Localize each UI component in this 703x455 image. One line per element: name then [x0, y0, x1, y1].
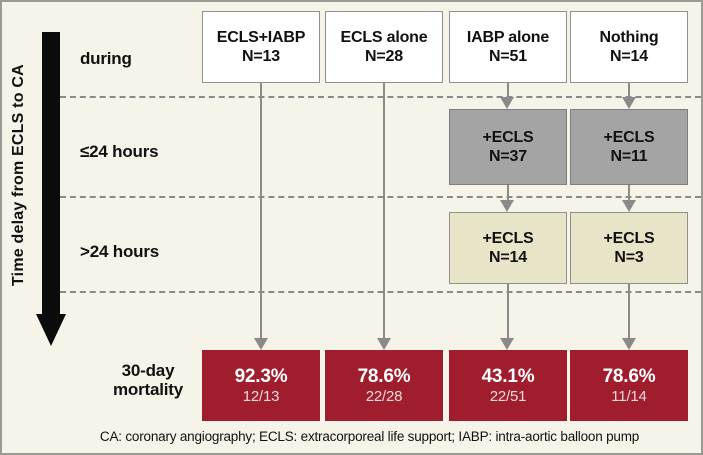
mortality-fraction: 22/28 — [365, 387, 403, 405]
mortality-fraction: 12/13 — [242, 387, 280, 405]
arrowhead-icon — [254, 338, 268, 350]
early-box-label: +ECLS — [603, 129, 655, 146]
mortality-percent: 92.3% — [234, 365, 288, 387]
mortality-box-ecls-iabp: 92.3% 12/13 — [202, 350, 320, 421]
row-label-30-day-mortality: 30-day mortality — [100, 361, 196, 399]
connector-line — [628, 284, 630, 339]
connector-line — [507, 83, 509, 99]
connector-line — [260, 83, 262, 339]
group-box-n: N=13 — [242, 48, 280, 65]
mortality-percent: 78.6% — [357, 365, 411, 387]
group-box-n: N=51 — [489, 48, 527, 65]
late-box-n: N=3 — [614, 249, 644, 266]
arrowhead-icon — [500, 97, 514, 109]
mortality-label-line2: mortality — [113, 380, 183, 399]
group-box-label: ECLS alone — [340, 29, 428, 46]
late-ecls-box-iabp-alone: +ECLS N=14 — [449, 212, 567, 284]
arrowhead-icon — [500, 338, 514, 350]
arrowhead-icon — [622, 200, 636, 212]
arrowhead-icon — [622, 97, 636, 109]
mortality-fraction: 22/51 — [489, 387, 527, 405]
connector-line — [383, 83, 385, 339]
arrowhead-icon — [500, 200, 514, 212]
early-ecls-box-nothing: +ECLS N=11 — [570, 109, 688, 185]
time-axis-label: Time delay from ECLS to CA — [10, 64, 27, 286]
arrowhead-icon — [622, 338, 636, 350]
early-box-n: N=11 — [610, 148, 648, 165]
arrowhead-icon — [377, 338, 391, 350]
mortality-fraction: 11/14 — [611, 387, 647, 405]
group-box-ecls-alone: ECLS alone N=28 — [325, 11, 443, 83]
time-arrow-down-icon — [36, 314, 66, 346]
mortality-percent: 43.1% — [481, 365, 535, 387]
group-box-n: N=28 — [365, 48, 403, 65]
connector-line — [507, 185, 509, 201]
late-box-n: N=14 — [489, 249, 527, 266]
group-box-iabp-alone: IABP alone N=51 — [449, 11, 567, 83]
early-ecls-box-iabp-alone: +ECLS N=37 — [449, 109, 567, 185]
mortality-box-nothing: 78.6% 11/14 — [570, 350, 688, 421]
divider-early-late — [60, 196, 701, 198]
time-arrow-shaft — [42, 32, 60, 314]
row-label-over-24h: >24 hours — [80, 242, 159, 261]
group-box-nothing: Nothing N=14 — [570, 11, 688, 83]
late-box-label: +ECLS — [603, 230, 655, 247]
group-box-ecls-iabp: ECLS+IABP N=13 — [202, 11, 320, 83]
mortality-label-line1: 30-day — [121, 361, 175, 380]
group-box-label: ECLS+IABP — [216, 29, 306, 46]
divider-during-early — [60, 96, 701, 98]
group-box-label: IABP alone — [466, 29, 550, 46]
late-box-label: +ECLS — [482, 230, 534, 247]
late-ecls-box-nothing: +ECLS N=3 — [570, 212, 688, 284]
row-label-under-24h: ≤24 hours — [80, 142, 159, 161]
connector-line — [628, 185, 630, 201]
mortality-percent: 78.6% — [602, 365, 656, 387]
early-box-n: N=37 — [489, 148, 527, 165]
abbreviations-footnote: CA: coronary angiography; ECLS: extracor… — [99, 429, 640, 444]
early-box-label: +ECLS — [482, 129, 534, 146]
connector-line — [507, 284, 509, 339]
row-label-during: during — [80, 49, 132, 68]
group-box-n: N=14 — [610, 48, 648, 65]
mortality-box-ecls-alone: 78.6% 22/28 — [325, 350, 443, 421]
connector-line — [628, 83, 630, 99]
group-box-label: Nothing — [599, 29, 659, 46]
mortality-box-iabp-alone: 43.1% 22/51 — [449, 350, 567, 421]
divider-late-outcome — [60, 291, 701, 293]
